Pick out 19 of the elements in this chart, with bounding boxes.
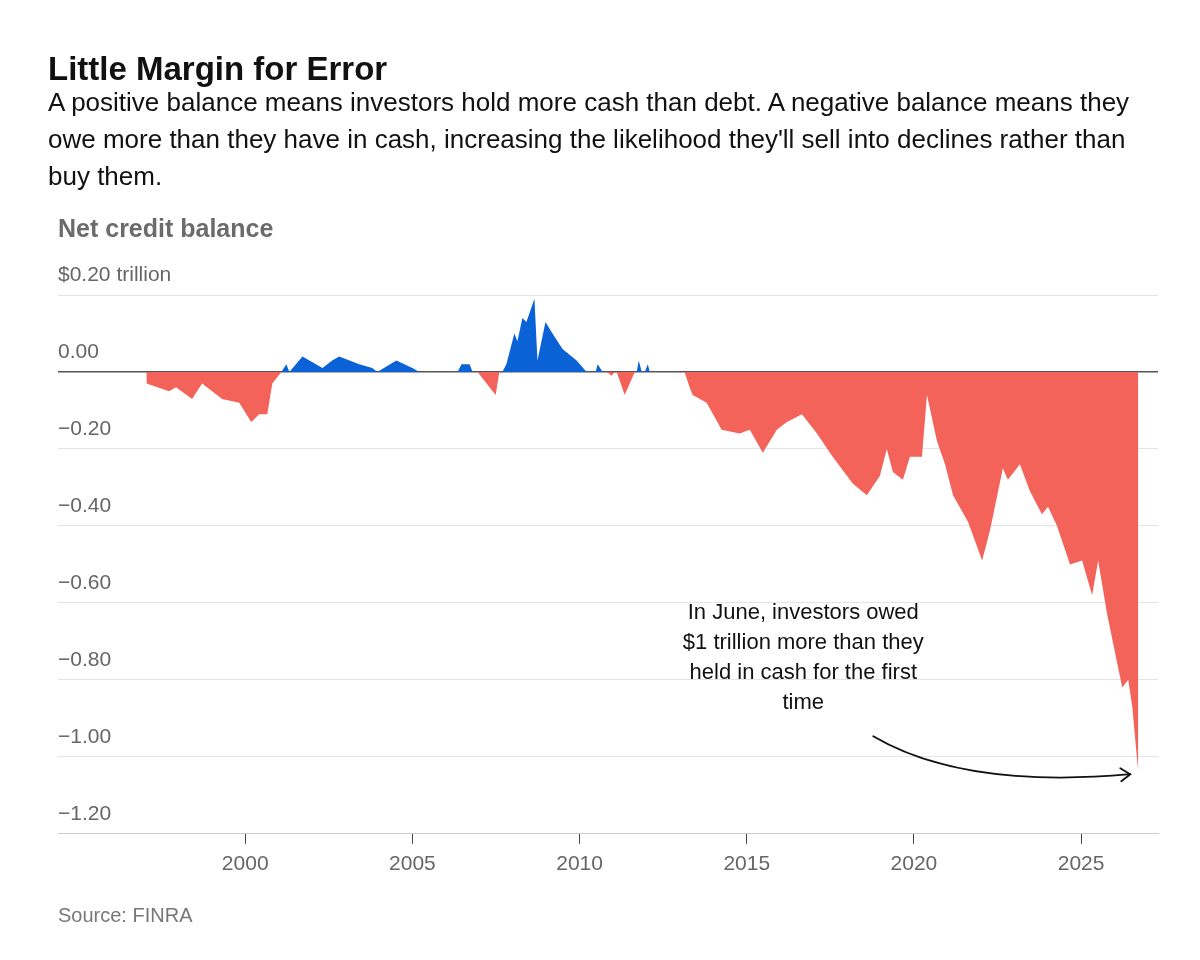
chart-title: Little Margin for Error xyxy=(48,50,388,88)
y-tick-label: −0.40 xyxy=(58,492,112,516)
y-tick-label: −1.20 xyxy=(58,800,112,824)
annotation: In June, investors owed $1 trillion more than they held in cash for the first time xyxy=(682,599,924,715)
y-tick-label: −0.20 xyxy=(58,415,112,439)
y-tick-label: −1.00 xyxy=(58,723,112,747)
x-tick-label: 2025 xyxy=(1057,851,1105,875)
y-axis-title: Net credit balance xyxy=(58,214,274,243)
y-tick-label: 0.00 xyxy=(58,338,99,362)
source-note: Source: FINRA xyxy=(58,904,193,927)
x-tick-label: 2000 xyxy=(221,851,269,875)
x-tick-label: 2010 xyxy=(556,851,603,875)
x-tick-label: 2015 xyxy=(723,851,771,875)
y-tick-label: −0.80 xyxy=(58,646,112,670)
y-tick-label: $0.20 trillion xyxy=(58,261,172,285)
x-tick-label: 2020 xyxy=(890,851,938,875)
y-tick-label: −0.60 xyxy=(58,569,112,593)
chart-subtitle: A positive balance means investors hold more cash than debt. A negative balance means they owe more than they have in cash, increasing the likelihood they'll sell into declines rather than buy them. xyxy=(48,87,1131,193)
x-tick-label: 2005 xyxy=(389,851,436,875)
